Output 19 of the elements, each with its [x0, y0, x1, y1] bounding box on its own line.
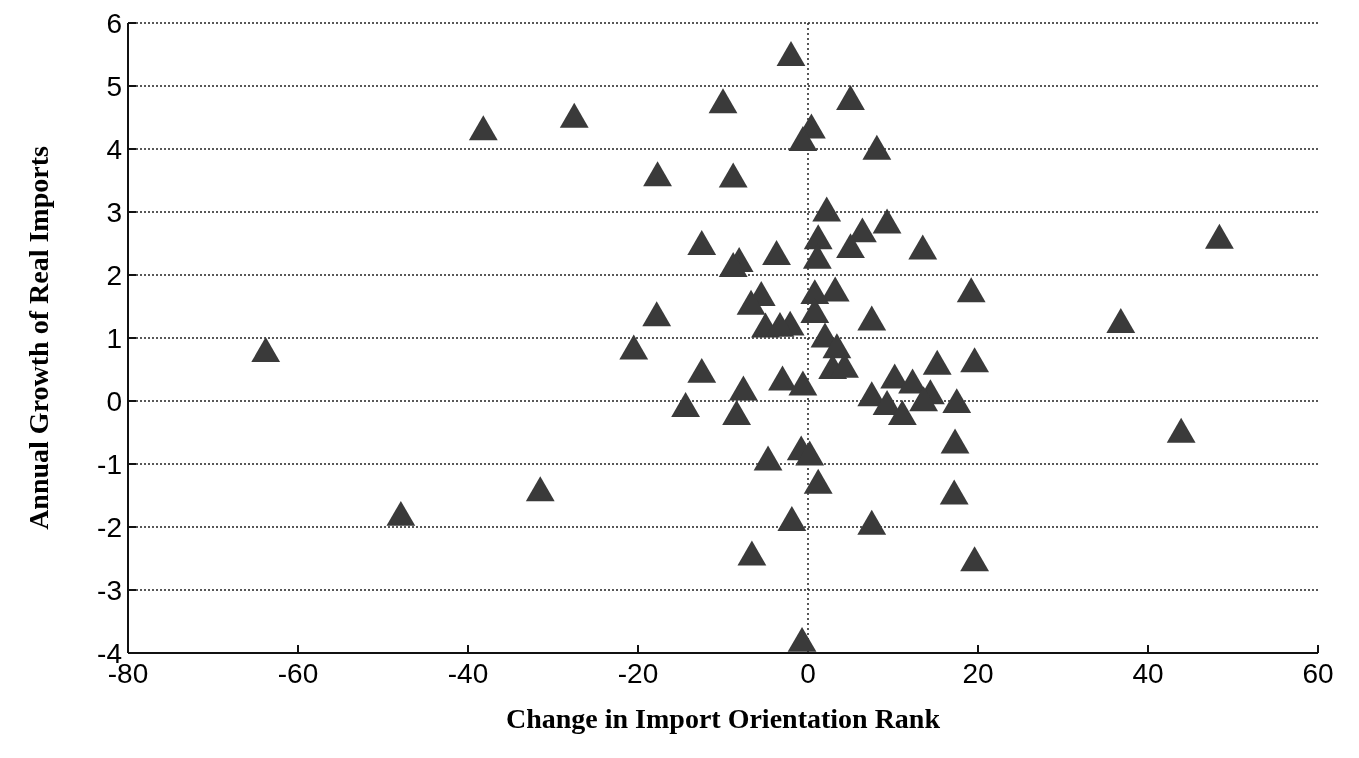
x-tick-label: 0	[800, 658, 816, 689]
y-tick-label: 4	[106, 133, 122, 165]
y-tick-label: 0	[106, 385, 122, 417]
y-tick-label: 1	[106, 322, 122, 354]
x-tick-label: 20	[962, 658, 994, 689]
x-tick-label: -20	[617, 658, 659, 689]
y-tick-label: 5	[106, 70, 122, 102]
y-axis-title: Annual Growth of Real Imports	[23, 146, 54, 530]
y-tick-label: 3	[106, 196, 122, 228]
x-tick-label: -60	[277, 658, 319, 689]
y-tick-label: -2	[97, 511, 122, 543]
y-tick-label: 6	[106, 7, 122, 39]
y-tick-label: -3	[97, 574, 122, 606]
x-axis-title: Change in Import Orientation Rank	[505, 703, 941, 734]
y-tick-label: 2	[106, 259, 122, 291]
x-tick-label: 60	[1302, 658, 1334, 689]
x-tick-label: -40	[447, 658, 489, 689]
y-tick-label: -1	[97, 448, 122, 480]
x-tick-label: 40	[1132, 658, 1164, 689]
